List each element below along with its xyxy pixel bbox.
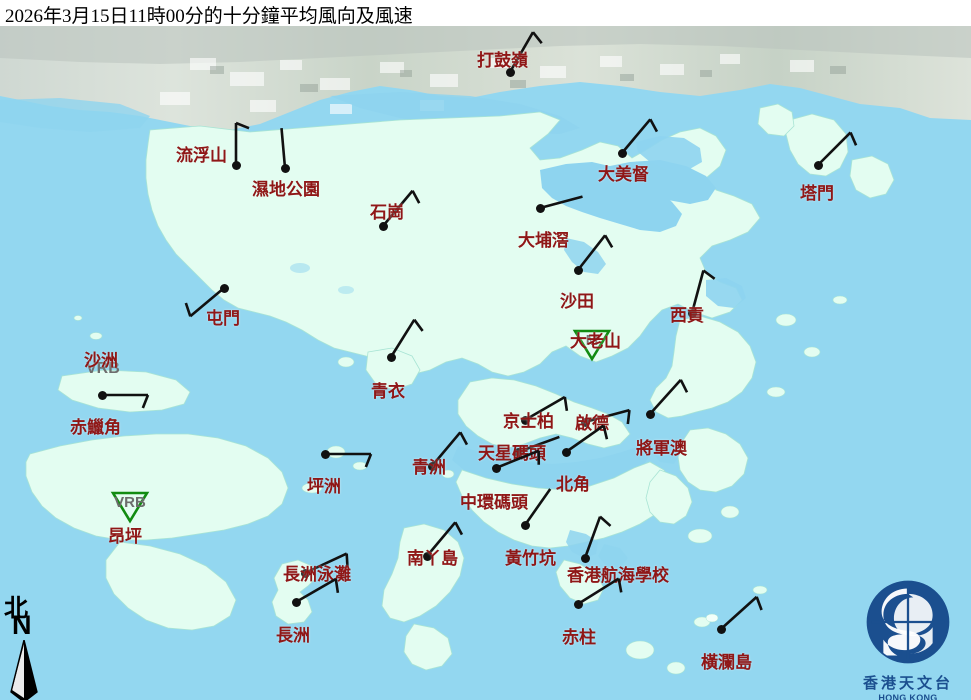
logo-text-cn: 香港天文台	[862, 676, 953, 692]
station-marker-dot	[320, 449, 330, 459]
station-label: 將軍澳	[636, 439, 687, 458]
station-marker-dot	[561, 447, 571, 457]
station-label: 打鼓嶺	[477, 51, 528, 70]
station-marker-dot	[386, 352, 396, 362]
station-marker-dot	[280, 163, 290, 173]
hko-logo: 香港天文台 HONG KONG OBSERVATORY	[845, 578, 971, 700]
station-wind-code: VRB	[114, 494, 146, 511]
outlying-islands	[25, 103, 895, 675]
station-marker-dot	[573, 599, 583, 609]
station-label: 塔門	[800, 184, 834, 203]
station-label: 大埔滘	[518, 231, 569, 250]
station-marker-dot	[617, 148, 627, 158]
station-label: 啟德	[575, 414, 609, 433]
station-label: 西貢	[670, 306, 704, 325]
station-label: 京士柏	[503, 412, 554, 431]
station-label: 北角	[556, 475, 590, 494]
compass-needle-icon	[10, 640, 38, 700]
logo-text-en: HONG KONG OBSERVATORY	[878, 693, 938, 700]
station-label: 濕地公園	[252, 180, 320, 199]
station-marker-dot	[231, 160, 241, 170]
station-marker-dot	[535, 203, 545, 213]
station-label: 赤鱲角	[70, 418, 121, 437]
station-marker-dot	[219, 283, 229, 293]
compass-rose: 北 N	[2, 588, 72, 700]
station-marker-dot	[813, 160, 823, 170]
station-label: 屯門	[206, 309, 240, 328]
station-marker-dot	[573, 265, 583, 275]
compass-label-en: N	[12, 610, 32, 640]
station-label: 長洲泳灘	[283, 565, 351, 584]
station-label: 昂坪	[108, 527, 142, 546]
page-title: 2026年3月15日11時00分的十分鐘平均風向及風速	[5, 6, 413, 27]
title-bar: 2026年3月15日11時00分的十分鐘平均風向及風速	[0, 0, 971, 27]
station-label: 赤柱	[562, 628, 596, 647]
station-wind-code: M	[585, 332, 599, 349]
station-label: 香港航海學校	[567, 566, 669, 585]
station-label: 黃竹坑	[505, 549, 556, 568]
station-marker-dot	[520, 520, 530, 530]
mainland-satellite-area	[0, 26, 971, 134]
station-marker-dot	[491, 463, 501, 473]
station-label: 天星碼頭	[478, 444, 546, 463]
station-label: 青衣	[371, 382, 405, 401]
station-marker-dot	[645, 409, 655, 419]
station-marker-dot	[716, 624, 726, 634]
new-territories-landmass	[145, 111, 761, 377]
station-marker-dot	[97, 390, 107, 400]
station-wind-code: VRB	[86, 360, 120, 377]
station-label: 流浮山	[176, 146, 227, 165]
station-label: 坪洲	[307, 477, 341, 496]
station-label: 中環碼頭	[460, 493, 528, 512]
station-label: 青洲	[412, 458, 446, 477]
station-label: 南丫島	[407, 549, 458, 568]
station-label: 沙田	[560, 292, 594, 311]
station-label: 大美督	[598, 165, 649, 184]
station-label: 沙洲	[84, 351, 118, 370]
station-marker-dot	[291, 597, 301, 607]
station-label: 石崗	[370, 203, 404, 222]
hko-emblem-icon	[866, 580, 950, 664]
station-label: 大老山	[570, 332, 621, 351]
station-label: 長洲	[276, 626, 310, 645]
station-label: 橫瀾島	[701, 653, 752, 672]
compass-label-cn: 北	[4, 596, 28, 622]
